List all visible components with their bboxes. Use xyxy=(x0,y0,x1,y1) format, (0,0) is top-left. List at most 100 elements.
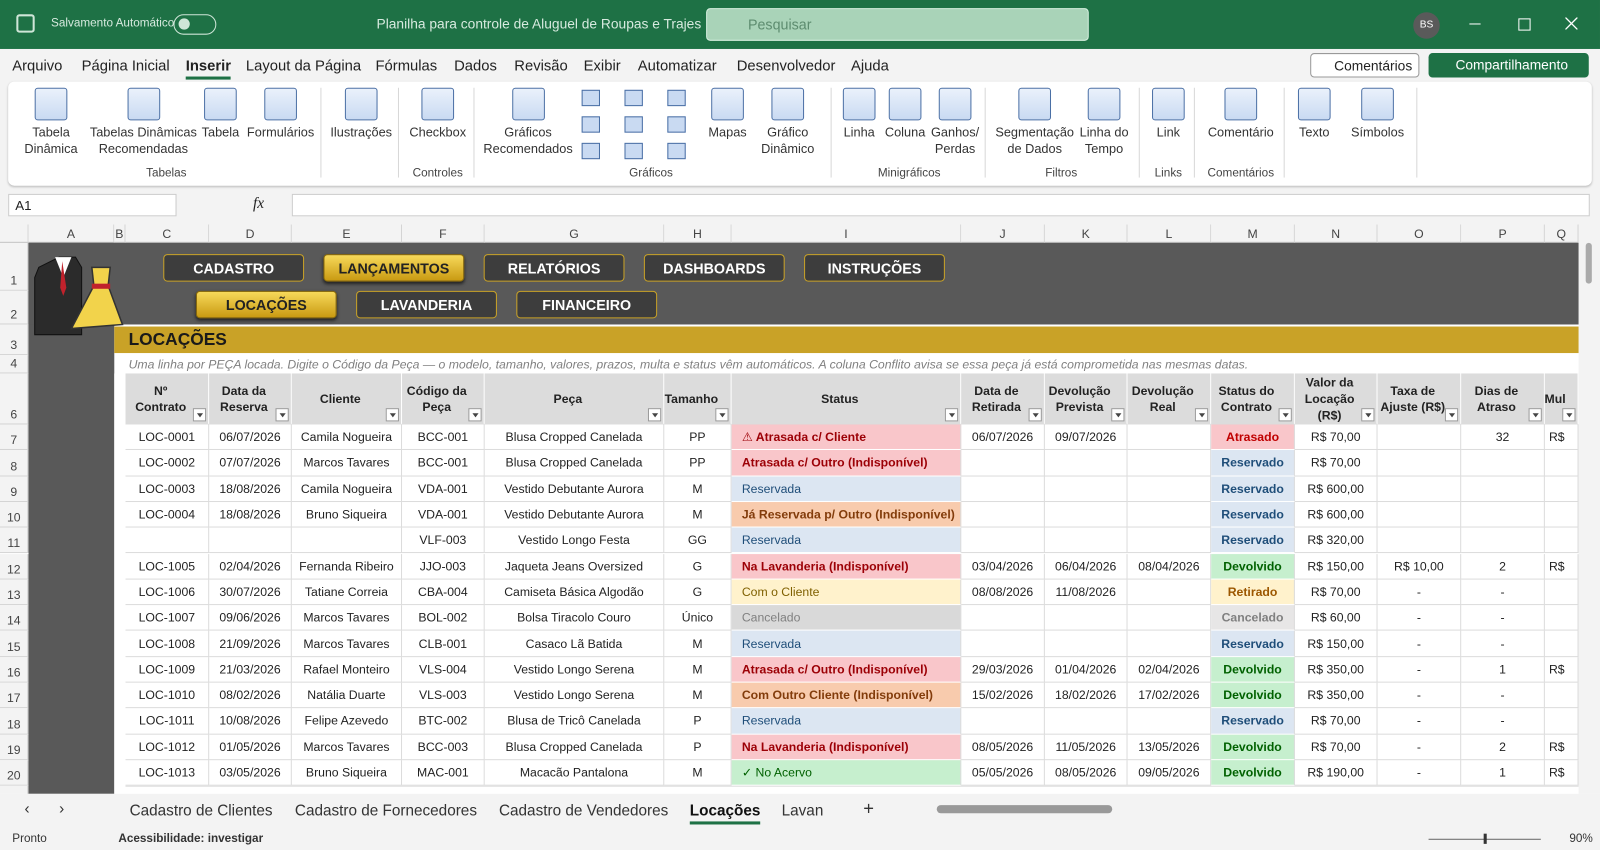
row-header[interactable]: 6 xyxy=(0,373,29,425)
nav-button[interactable]: LAVANDERIA xyxy=(356,290,497,319)
name-box[interactable]: A1 xyxy=(8,193,177,217)
table-cell[interactable]: LOC-0001 xyxy=(125,424,210,451)
contract-status-cell[interactable]: Cancelado xyxy=(1211,605,1295,632)
row-header[interactable]: 11 xyxy=(0,527,29,554)
menu-tab[interactable]: Layout da Página xyxy=(245,58,362,75)
table-cell[interactable]: P xyxy=(664,734,732,761)
chart-type-icon[interactable] xyxy=(624,142,643,160)
table-cell[interactable]: PP xyxy=(664,424,732,451)
table-cell[interactable]: Blusa Cropped Canelada xyxy=(484,424,665,451)
table-cell[interactable]: 06/04/2026 xyxy=(1044,553,1128,580)
table-cell[interactable]: R$ 70,00 xyxy=(1294,734,1378,761)
table-cell[interactable]: Marcos Tavares xyxy=(291,631,403,657)
contract-status-cell[interactable]: Devolvido xyxy=(1211,553,1295,580)
table-cell[interactable]: VDA-001 xyxy=(402,501,485,528)
chart-type-icon[interactable] xyxy=(667,142,686,160)
status-cell[interactable]: Já Reservada p/ Outro (Indisponível) xyxy=(731,501,962,528)
table-cell[interactable] xyxy=(1377,527,1462,554)
menu-tab[interactable]: Página Inicial xyxy=(81,58,170,75)
table-cell[interactable] xyxy=(1044,631,1128,657)
vertical-scrollbar[interactable] xyxy=(1578,224,1600,794)
table-cell[interactable]: R$ 70,00 xyxy=(1294,708,1378,735)
table-cell[interactable]: 09/07/2026 xyxy=(1044,424,1128,451)
table-cell[interactable] xyxy=(961,527,1045,554)
table-cell[interactable]: Bruno Siqueira xyxy=(291,501,403,528)
ribbon-button[interactable]: Mapas xyxy=(704,87,751,141)
status-cell[interactable]: Atrasada c/ Outro (Indisponível) xyxy=(731,656,962,683)
table-cell[interactable]: Blusa de Tricô Canelada xyxy=(484,708,665,735)
table-cell[interactable] xyxy=(1044,450,1128,477)
table-cell[interactable]: 13/05/2026 xyxy=(1127,734,1212,761)
table-cell[interactable]: R$ 70,00 xyxy=(1294,424,1378,451)
accessibility-status[interactable]: Acessibilidade: investigar xyxy=(118,832,264,845)
table-cell[interactable]: Blusa Cropped Canelada xyxy=(484,734,665,761)
contract-status-cell[interactable]: Devolvido xyxy=(1211,734,1295,761)
table-cell[interactable]: 08/02/2026 xyxy=(209,682,292,709)
sheet-tab[interactable]: Lavan xyxy=(781,802,824,820)
ribbon-button[interactable]: Link xyxy=(1147,87,1190,141)
table-cell[interactable] xyxy=(1127,527,1212,554)
table-cell[interactable]: BCC-003 xyxy=(402,734,485,761)
table-cell[interactable]: - xyxy=(1377,579,1462,606)
table-cell[interactable]: Macacão Pantalona xyxy=(484,760,665,786)
table-cell[interactable]: R$ 600,00 xyxy=(1294,501,1378,528)
menu-tab[interactable]: Fórmulas xyxy=(375,58,438,75)
table-cell[interactable]: 17/02/2026 xyxy=(1127,682,1212,709)
table-cell[interactable] xyxy=(1461,527,1545,554)
ribbon-button[interactable]: Formulários xyxy=(245,87,316,141)
column-header[interactable]: A xyxy=(28,224,115,243)
table-cell[interactable]: 08/05/2026 xyxy=(961,734,1045,761)
ribbon-button[interactable]: Segmentação de Dados xyxy=(992,87,1078,157)
row-header[interactable]: 16 xyxy=(0,656,29,683)
table-cell[interactable]: R$ 600,00 xyxy=(1294,476,1378,502)
table-cell[interactable] xyxy=(125,527,210,554)
table-cell[interactable] xyxy=(1377,476,1462,502)
table-cell[interactable]: 21/03/2026 xyxy=(209,656,292,683)
table-cell[interactable]: Vestido Longo Serena xyxy=(484,656,665,683)
table-cell[interactable]: R$ xyxy=(1544,424,1579,451)
table-cell[interactable]: 01/04/2026 xyxy=(1044,656,1128,683)
row-header[interactable]: 13 xyxy=(0,579,29,606)
table-cell[interactable]: - xyxy=(1377,656,1462,683)
table-cell[interactable]: Casaco Lã Batida xyxy=(484,631,665,657)
table-cell[interactable] xyxy=(1544,501,1579,528)
status-cell[interactable]: ✓ No Acervo xyxy=(731,760,962,786)
table-cell[interactable]: - xyxy=(1461,579,1545,606)
maximize[interactable] xyxy=(1518,18,1531,31)
chart-type-icon[interactable] xyxy=(667,116,686,133)
filter-button[interactable] xyxy=(275,408,289,422)
column-header[interactable]: N xyxy=(1294,224,1378,243)
table-cell[interactable]: 1 xyxy=(1461,656,1545,683)
ribbon-button[interactable]: Ilustrações xyxy=(327,87,396,141)
column-header[interactable]: I xyxy=(731,224,962,243)
ribbon-button[interactable]: Checkbox xyxy=(403,87,472,141)
table-cell[interactable] xyxy=(1377,424,1462,451)
status-cell[interactable]: Na Lavanderia (Indisponível) xyxy=(731,734,962,761)
table-cell[interactable]: Vestido Longo Festa xyxy=(484,527,665,554)
table-cell[interactable]: R$ xyxy=(1544,553,1579,580)
table-cell[interactable] xyxy=(1461,450,1545,477)
status-cell[interactable]: Reservada xyxy=(731,476,962,502)
table-cell[interactable] xyxy=(1461,501,1545,528)
fx-button[interactable]: fx xyxy=(253,195,265,213)
column-header[interactable]: C xyxy=(125,224,210,243)
table-cell[interactable]: 03/05/2026 xyxy=(209,760,292,786)
table-cell[interactable]: Jaqueta Jeans Oversized xyxy=(484,553,665,580)
column-header[interactable]: H xyxy=(664,224,732,243)
filter-button[interactable] xyxy=(1444,408,1459,422)
status-cell[interactable]: Cancelado xyxy=(731,605,962,632)
table-cell[interactable] xyxy=(1544,708,1579,735)
table-cell[interactable]: - xyxy=(1461,682,1545,709)
sheet-tab[interactable]: Cadastro de Clientes xyxy=(129,802,273,820)
table-cell[interactable] xyxy=(1544,450,1579,477)
table-cell[interactable]: 32 xyxy=(1461,424,1545,451)
column-header[interactable]: G xyxy=(484,224,665,243)
table-cell[interactable]: Natália Duarte xyxy=(291,682,403,709)
table-cell[interactable] xyxy=(1544,527,1579,554)
table-cell[interactable]: - xyxy=(1377,631,1462,657)
table-cell[interactable] xyxy=(1127,605,1212,632)
filter-button[interactable] xyxy=(1111,408,1125,422)
chart-type-icon[interactable] xyxy=(581,142,600,160)
ribbon-button[interactable]: Tabelas Dinâmicas Recomendadas xyxy=(90,87,197,157)
table-cell[interactable]: - xyxy=(1377,682,1462,709)
